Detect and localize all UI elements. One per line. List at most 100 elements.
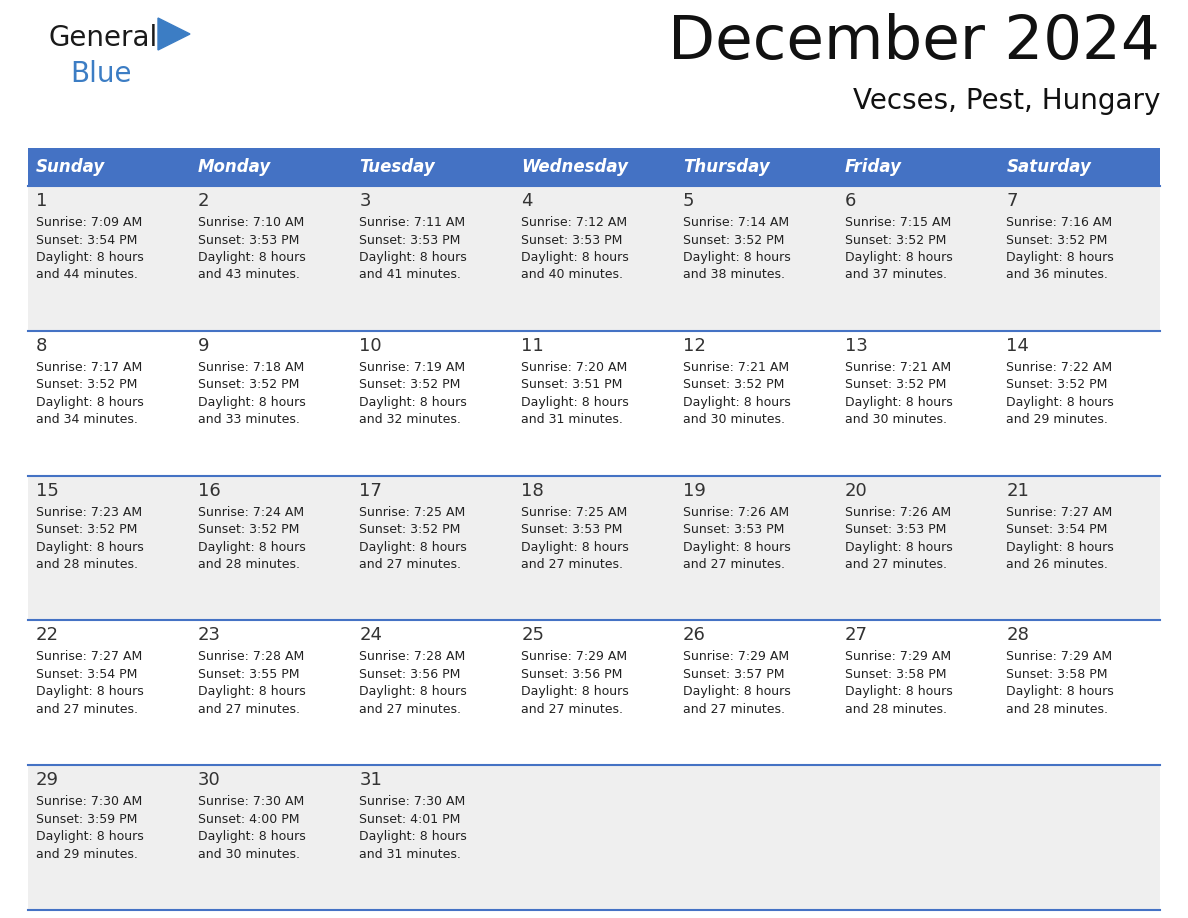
Bar — [998, 148, 1159, 186]
Text: Sunset: 4:00 PM: Sunset: 4:00 PM — [197, 812, 299, 825]
Text: 8: 8 — [36, 337, 48, 354]
Text: Sunrise: 7:28 AM: Sunrise: 7:28 AM — [360, 650, 466, 664]
Text: Daylight: 8 hours: Daylight: 8 hours — [845, 396, 953, 409]
Text: December 2024: December 2024 — [668, 13, 1159, 72]
Text: Daylight: 8 hours: Daylight: 8 hours — [197, 830, 305, 844]
Text: Sunset: 3:53 PM: Sunset: 3:53 PM — [197, 233, 299, 247]
Text: Daylight: 8 hours: Daylight: 8 hours — [1006, 686, 1114, 699]
Text: Sunrise: 7:18 AM: Sunrise: 7:18 AM — [197, 361, 304, 374]
Text: 4: 4 — [522, 192, 532, 210]
Bar — [29, 766, 1159, 910]
Text: 31: 31 — [360, 771, 383, 789]
Bar — [190, 148, 352, 186]
Text: and 27 minutes.: and 27 minutes. — [845, 558, 947, 571]
Text: Daylight: 8 hours: Daylight: 8 hours — [1006, 541, 1114, 554]
Text: Sunrise: 7:23 AM: Sunrise: 7:23 AM — [36, 506, 143, 519]
Text: 23: 23 — [197, 626, 221, 644]
Text: and 31 minutes.: and 31 minutes. — [360, 847, 461, 861]
Polygon shape — [158, 18, 190, 50]
Text: Sunset: 3:52 PM: Sunset: 3:52 PM — [197, 378, 299, 391]
Text: Sunset: 3:53 PM: Sunset: 3:53 PM — [683, 523, 784, 536]
Text: Sunrise: 7:30 AM: Sunrise: 7:30 AM — [360, 795, 466, 808]
Text: Friday: Friday — [845, 158, 902, 176]
Text: and 41 minutes.: and 41 minutes. — [360, 268, 461, 282]
Text: Daylight: 8 hours: Daylight: 8 hours — [683, 396, 790, 409]
Text: Thursday: Thursday — [683, 158, 770, 176]
Text: Sunrise: 7:29 AM: Sunrise: 7:29 AM — [522, 650, 627, 664]
Text: Sunrise: 7:26 AM: Sunrise: 7:26 AM — [683, 506, 789, 519]
Text: Sunset: 4:01 PM: Sunset: 4:01 PM — [360, 812, 461, 825]
Text: Daylight: 8 hours: Daylight: 8 hours — [360, 830, 467, 844]
Text: 24: 24 — [360, 626, 383, 644]
Text: Sunset: 3:53 PM: Sunset: 3:53 PM — [845, 523, 946, 536]
Text: Daylight: 8 hours: Daylight: 8 hours — [845, 686, 953, 699]
Text: Sunrise: 7:20 AM: Sunrise: 7:20 AM — [522, 361, 627, 374]
Bar — [675, 148, 836, 186]
Text: Sunset: 3:54 PM: Sunset: 3:54 PM — [36, 233, 138, 247]
Text: Saturday: Saturday — [1006, 158, 1091, 176]
Text: Daylight: 8 hours: Daylight: 8 hours — [1006, 251, 1114, 264]
Text: Sunrise: 7:28 AM: Sunrise: 7:28 AM — [197, 650, 304, 664]
Text: and 27 minutes.: and 27 minutes. — [683, 558, 785, 571]
Text: and 36 minutes.: and 36 minutes. — [1006, 268, 1108, 282]
Text: and 28 minutes.: and 28 minutes. — [36, 558, 138, 571]
Text: Sunrise: 7:16 AM: Sunrise: 7:16 AM — [1006, 216, 1112, 229]
Text: Sunrise: 7:29 AM: Sunrise: 7:29 AM — [683, 650, 789, 664]
Text: Sunset: 3:52 PM: Sunset: 3:52 PM — [197, 523, 299, 536]
Text: 26: 26 — [683, 626, 706, 644]
Bar — [513, 148, 675, 186]
Text: Daylight: 8 hours: Daylight: 8 hours — [845, 541, 953, 554]
Text: Sunrise: 7:17 AM: Sunrise: 7:17 AM — [36, 361, 143, 374]
Text: Daylight: 8 hours: Daylight: 8 hours — [360, 396, 467, 409]
Text: Sunrise: 7:10 AM: Sunrise: 7:10 AM — [197, 216, 304, 229]
Text: Sunset: 3:52 PM: Sunset: 3:52 PM — [683, 233, 784, 247]
Text: 22: 22 — [36, 626, 59, 644]
Text: Sunset: 3:51 PM: Sunset: 3:51 PM — [522, 378, 623, 391]
Text: Sunrise: 7:29 AM: Sunrise: 7:29 AM — [845, 650, 950, 664]
Text: and 26 minutes.: and 26 minutes. — [1006, 558, 1108, 571]
Bar — [836, 148, 998, 186]
Text: and 27 minutes.: and 27 minutes. — [360, 703, 461, 716]
Text: and 28 minutes.: and 28 minutes. — [845, 703, 947, 716]
Text: Sunrise: 7:15 AM: Sunrise: 7:15 AM — [845, 216, 950, 229]
Text: Daylight: 8 hours: Daylight: 8 hours — [683, 541, 790, 554]
Text: and 27 minutes.: and 27 minutes. — [197, 703, 299, 716]
Text: Daylight: 8 hours: Daylight: 8 hours — [197, 541, 305, 554]
Text: 29: 29 — [36, 771, 59, 789]
Bar — [29, 476, 1159, 621]
Text: Sunrise: 7:12 AM: Sunrise: 7:12 AM — [522, 216, 627, 229]
Text: and 30 minutes.: and 30 minutes. — [683, 413, 785, 426]
Text: Monday: Monday — [197, 158, 271, 176]
Text: Sunrise: 7:26 AM: Sunrise: 7:26 AM — [845, 506, 950, 519]
Text: Sunset: 3:52 PM: Sunset: 3:52 PM — [1006, 233, 1107, 247]
Text: and 31 minutes.: and 31 minutes. — [522, 413, 623, 426]
Text: Vecses, Pest, Hungary: Vecses, Pest, Hungary — [853, 87, 1159, 115]
Text: 25: 25 — [522, 626, 544, 644]
Text: Sunset: 3:53 PM: Sunset: 3:53 PM — [522, 233, 623, 247]
Text: and 43 minutes.: and 43 minutes. — [197, 268, 299, 282]
Text: 27: 27 — [845, 626, 867, 644]
Text: 9: 9 — [197, 337, 209, 354]
Text: and 38 minutes.: and 38 minutes. — [683, 268, 785, 282]
Text: Sunrise: 7:21 AM: Sunrise: 7:21 AM — [845, 361, 950, 374]
Text: Sunrise: 7:25 AM: Sunrise: 7:25 AM — [522, 506, 627, 519]
Text: and 28 minutes.: and 28 minutes. — [197, 558, 299, 571]
Text: Daylight: 8 hours: Daylight: 8 hours — [683, 251, 790, 264]
Text: Daylight: 8 hours: Daylight: 8 hours — [360, 686, 467, 699]
Text: 16: 16 — [197, 482, 221, 499]
Text: and 27 minutes.: and 27 minutes. — [36, 703, 138, 716]
Text: Sunset: 3:52 PM: Sunset: 3:52 PM — [1006, 378, 1107, 391]
Text: and 30 minutes.: and 30 minutes. — [197, 847, 299, 861]
Bar — [29, 148, 190, 186]
Text: Sunrise: 7:27 AM: Sunrise: 7:27 AM — [1006, 506, 1112, 519]
Text: Daylight: 8 hours: Daylight: 8 hours — [36, 251, 144, 264]
Text: Daylight: 8 hours: Daylight: 8 hours — [36, 830, 144, 844]
Text: and 29 minutes.: and 29 minutes. — [36, 847, 138, 861]
Text: 11: 11 — [522, 337, 544, 354]
Text: Sunrise: 7:22 AM: Sunrise: 7:22 AM — [1006, 361, 1112, 374]
Text: Daylight: 8 hours: Daylight: 8 hours — [1006, 396, 1114, 409]
Text: Sunrise: 7:11 AM: Sunrise: 7:11 AM — [360, 216, 466, 229]
Text: Daylight: 8 hours: Daylight: 8 hours — [522, 396, 628, 409]
Text: Sunrise: 7:21 AM: Sunrise: 7:21 AM — [683, 361, 789, 374]
Text: Sunset: 3:54 PM: Sunset: 3:54 PM — [1006, 523, 1107, 536]
